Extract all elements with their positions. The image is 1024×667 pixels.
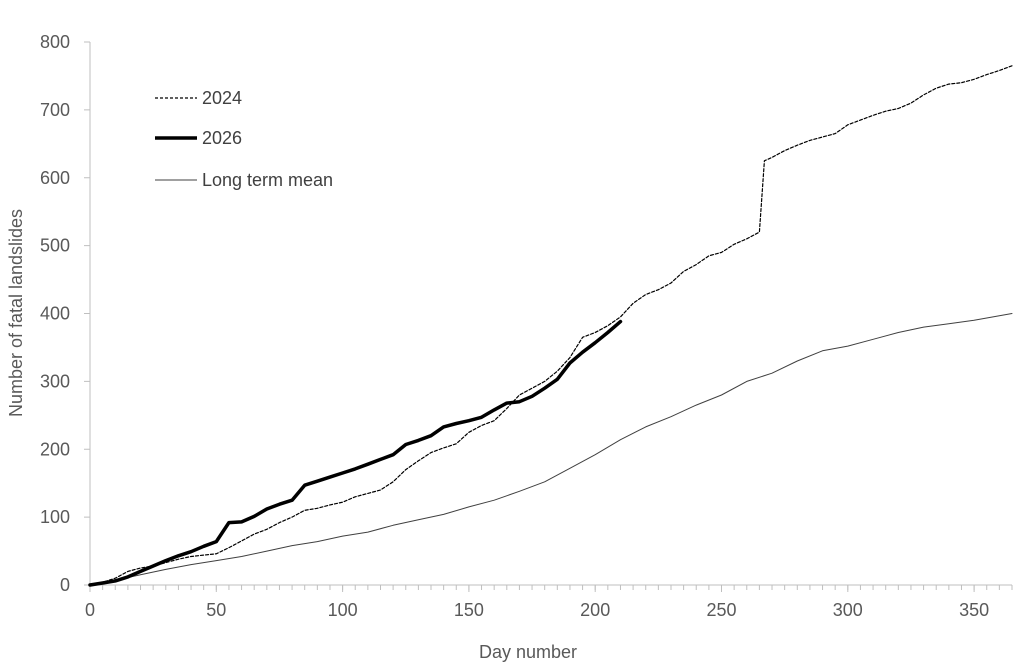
x-minor-ticks <box>102 585 1013 590</box>
y-tick-label: 200 <box>40 439 70 459</box>
x-tick-label: 0 <box>85 600 95 620</box>
y-tick-label: 100 <box>40 507 70 527</box>
legend-label-2026: 2026 <box>202 128 242 148</box>
series-line-long-term-mean <box>89 313 1013 586</box>
x-tick-label: 300 <box>833 600 863 620</box>
series-layer <box>88 65 1013 587</box>
y-tick-label: 500 <box>40 236 70 256</box>
series-line-2024 <box>89 65 1013 586</box>
y-axis-title: Number of fatal landslides <box>6 209 26 417</box>
x-tick-label: 350 <box>959 600 989 620</box>
y-tick-label: 400 <box>40 304 70 324</box>
series-line-2026 <box>88 319 623 587</box>
y-tick-label: 700 <box>40 100 70 120</box>
y-ticks: 0 100 200 300 400 500 600 700 800 <box>40 32 90 595</box>
x-axis-title: Day number <box>479 642 577 662</box>
legend-label-long-term-mean: Long term mean <box>202 170 333 190</box>
x-tick-label: 50 <box>206 600 226 620</box>
legend-label-2024: 2024 <box>202 88 242 108</box>
y-tick-label: 0 <box>60 575 70 595</box>
y-tick-label: 600 <box>40 168 70 188</box>
x-tick-label: 250 <box>706 600 736 620</box>
x-tick-label: 150 <box>454 600 484 620</box>
x-tick-label: 200 <box>580 600 610 620</box>
x-tick-label: 100 <box>328 600 358 620</box>
y-tick-label: 300 <box>40 371 70 391</box>
axes <box>89 42 1012 586</box>
y-tick-label: 800 <box>40 32 70 52</box>
legend: 2024 2026 Long term mean <box>155 88 333 190</box>
x-ticks: 0 50 100 150 200 250 300 350 <box>85 585 989 620</box>
